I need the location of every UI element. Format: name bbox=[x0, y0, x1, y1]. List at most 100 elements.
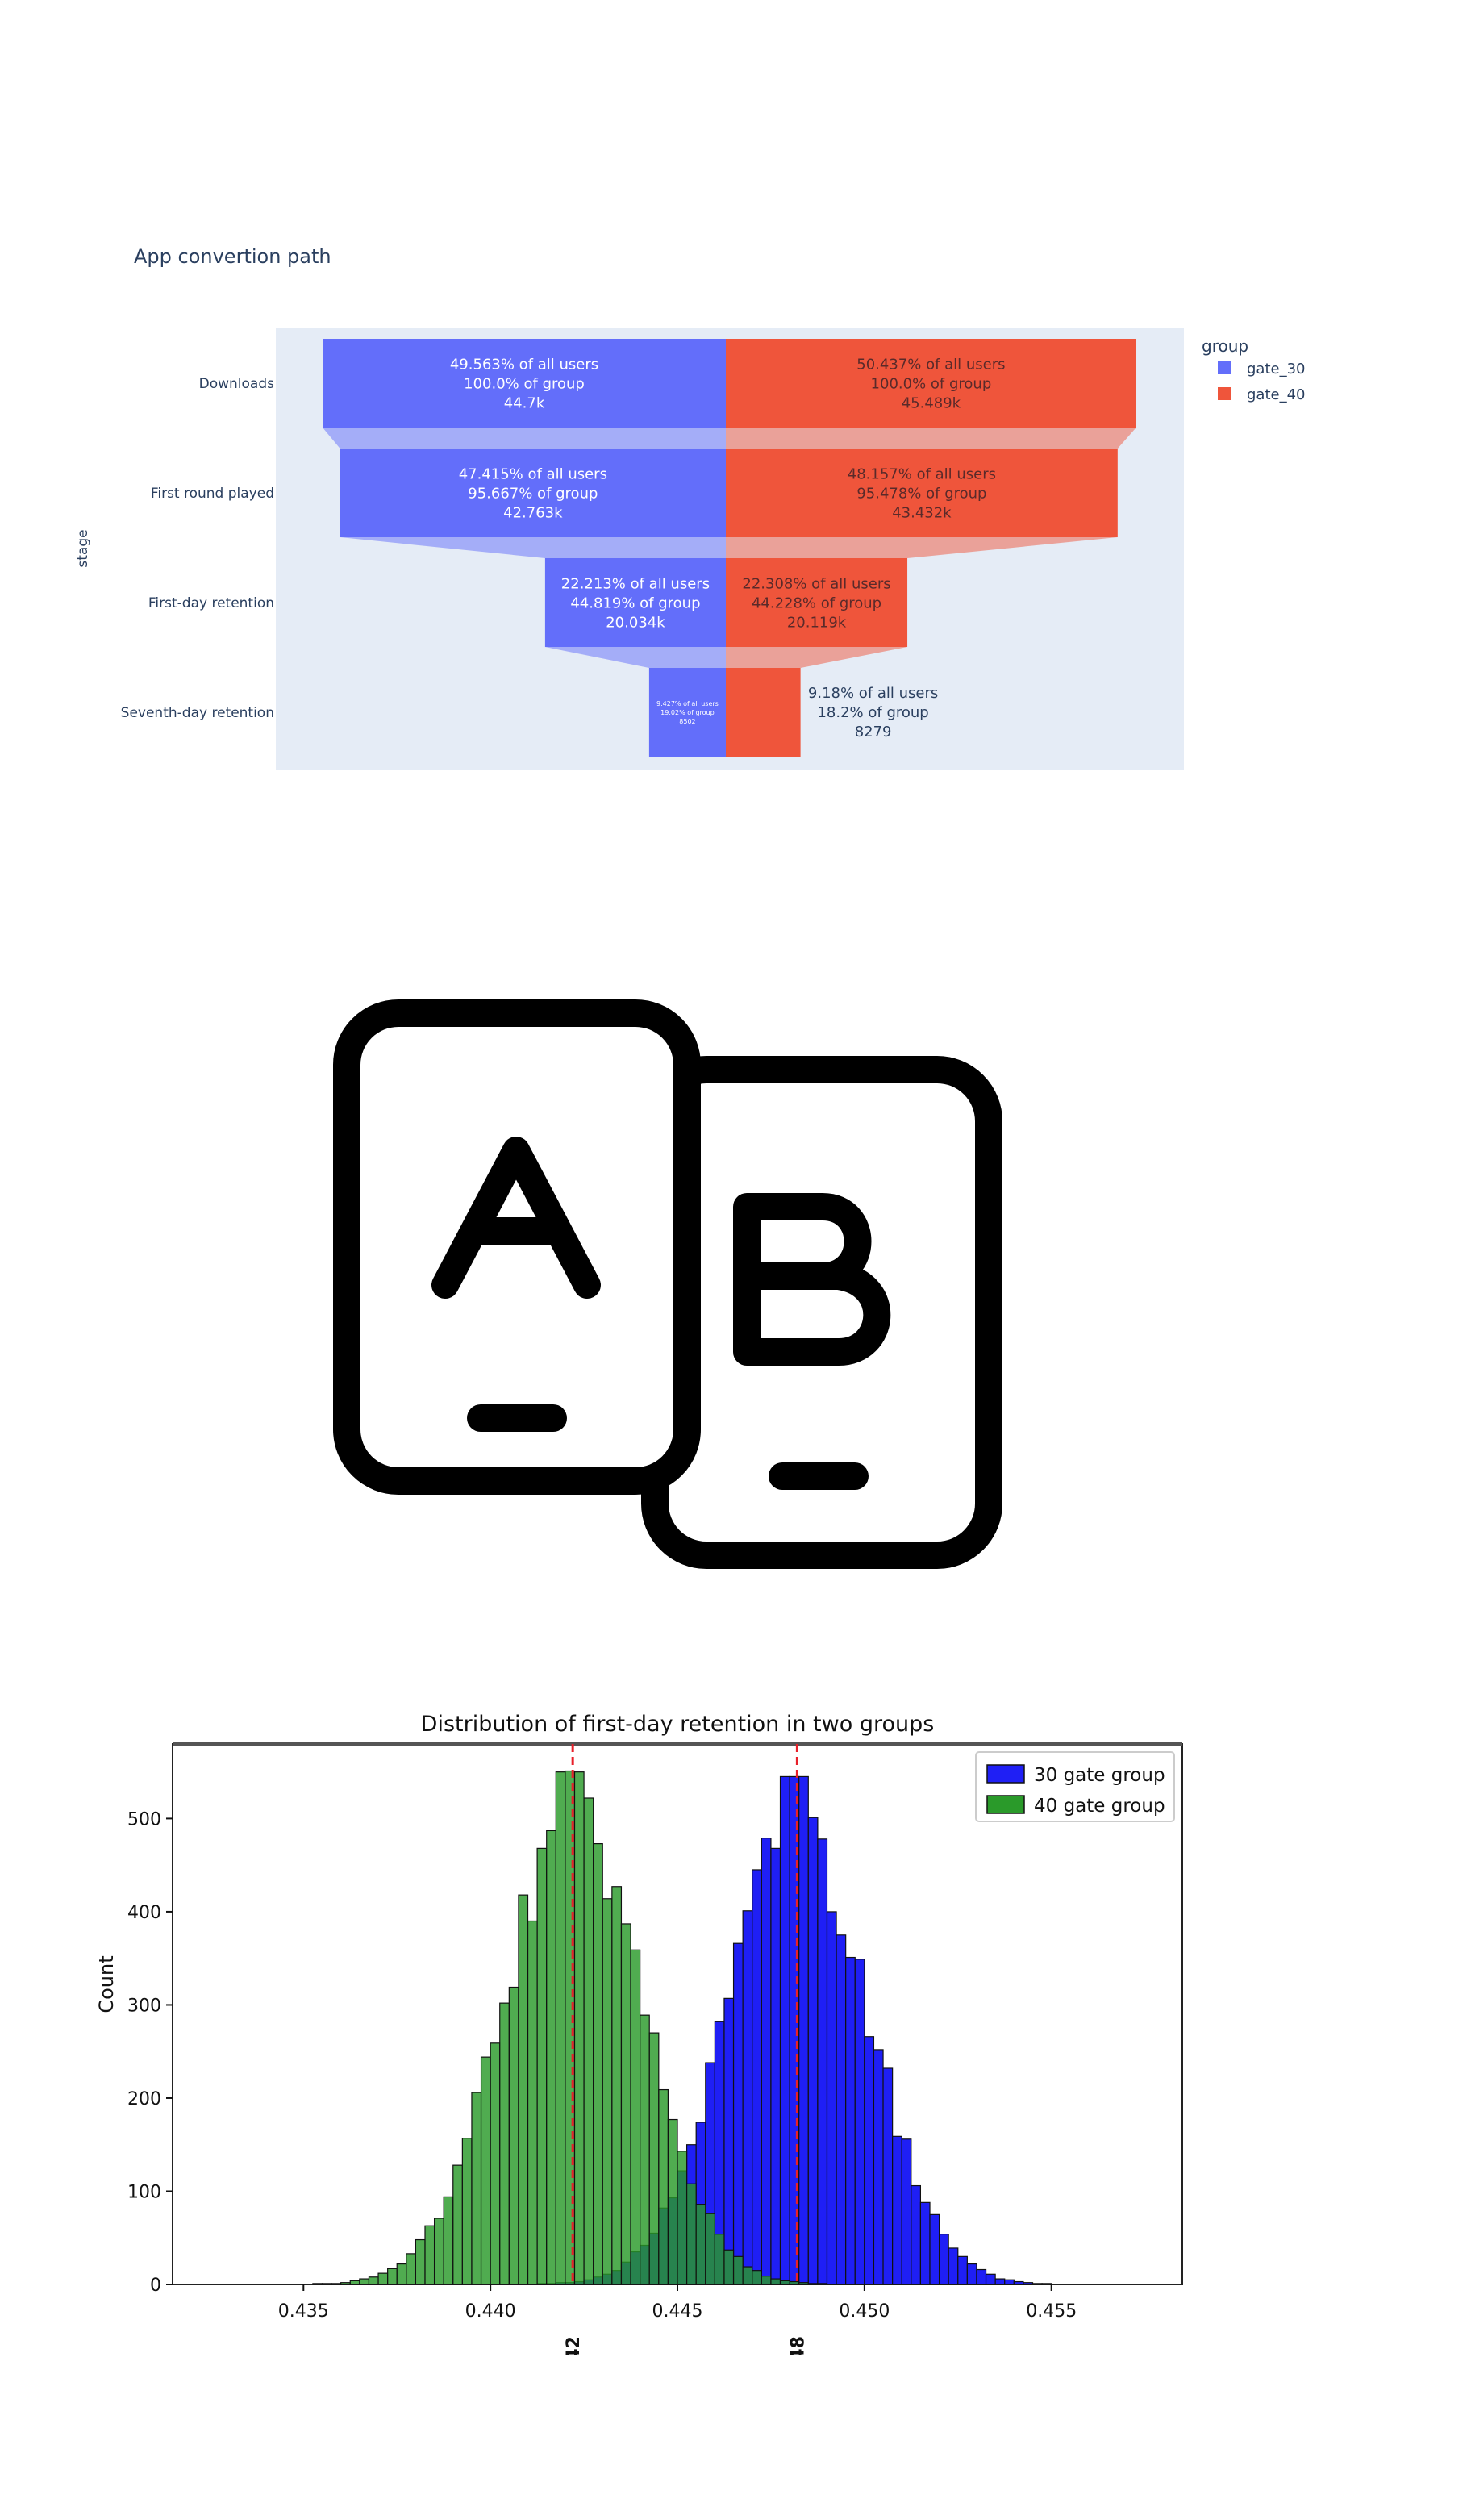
histogram-bar-40-gate bbox=[602, 1898, 613, 2285]
legend-box bbox=[975, 1751, 1175, 1822]
funnel-bar-label: 8279 bbox=[855, 724, 892, 741]
funnel-bar-label: 8502 bbox=[679, 718, 695, 725]
histogram-y-tick-label: 0 bbox=[150, 2276, 161, 2296]
funnel-chart: App convertion path 49.563% of all users… bbox=[75, 245, 1306, 770]
histogram-bar-40-gate bbox=[677, 2151, 688, 2285]
histogram-bar-40-gate bbox=[349, 2280, 360, 2285]
legend-title: group bbox=[1202, 336, 1248, 356]
funnel-stage-label: Downloads bbox=[199, 376, 275, 392]
histogram-bar-40-gate bbox=[573, 1771, 585, 2285]
funnel-stage-label: First-day retention bbox=[148, 595, 274, 611]
histogram-bar-40-gate bbox=[761, 2276, 772, 2285]
histogram-y-tick-label: 300 bbox=[127, 1996, 161, 2016]
histogram-bar-30-gate bbox=[929, 2213, 940, 2285]
histogram-mean-lines: 0.442 0.448 bbox=[564, 1744, 808, 2355]
histogram-bar-40-gate bbox=[536, 1847, 548, 2285]
histogram-bar-30-gate bbox=[836, 1934, 847, 2285]
histogram-bar-40-gate bbox=[415, 2238, 426, 2285]
ab-test-logo bbox=[0, 952, 1471, 1600]
histogram-bar-40-gate bbox=[377, 2272, 389, 2285]
histogram-bar-40-gate bbox=[490, 2042, 501, 2285]
histogram-bar-30-gate bbox=[798, 1775, 809, 2285]
histogram-y-tick-label: 500 bbox=[127, 1809, 161, 1830]
funnel-bar-label: 9.18% of all users bbox=[808, 685, 938, 702]
funnel-bar-label: 9.427% of all users bbox=[656, 700, 719, 707]
histogram-bar-40-gate bbox=[443, 2196, 454, 2285]
funnel-title: App convertion path bbox=[134, 245, 331, 268]
histogram-bar-40-gate bbox=[658, 2088, 669, 2285]
histogram-bar-40-gate bbox=[695, 2204, 706, 2285]
histogram-bar-30-gate bbox=[985, 2273, 996, 2285]
histogram-bar-30-gate bbox=[723, 1997, 735, 2285]
histogram-bar-40-gate bbox=[583, 1797, 594, 2285]
histogram-bar-40-gate bbox=[789, 2280, 800, 2285]
histogram-bar-40-gate bbox=[406, 2253, 417, 2285]
histogram-bar-40-gate bbox=[593, 1843, 603, 2285]
histogram-bar-40-gate bbox=[742, 2266, 753, 2285]
legend-label-30-gate: 30 gate group bbox=[1034, 1765, 1165, 1786]
funnel-bar-gate-40 bbox=[726, 558, 908, 647]
histogram-bar-30-gate bbox=[966, 2263, 977, 2285]
histogram-title: Distribution of first-day retention in t… bbox=[421, 1712, 935, 1737]
funnel-bars: 49.563% of all users 100.0% of group 44.7k… bbox=[323, 339, 1136, 757]
histogram-bar-30-gate bbox=[938, 2234, 949, 2285]
histogram-x-tick-label: 0.455 bbox=[1026, 2301, 1077, 2322]
funnel-bar-gate-40 bbox=[726, 668, 801, 757]
ab-test-icon bbox=[333, 999, 1002, 1569]
funnel-bar-label: 100.0% of group bbox=[871, 375, 992, 392]
funnel-bar-label: 47.415% of all users bbox=[459, 465, 607, 482]
histogram-bar-40-gate bbox=[368, 2276, 379, 2285]
funnel-connector-gate-30 bbox=[340, 537, 726, 558]
funnel-bar-label: 49.563% of all users bbox=[450, 356, 598, 373]
funnel-y-axis-title: stage bbox=[75, 529, 91, 567]
histogram-bar-40-gate bbox=[499, 2002, 510, 2285]
histogram-bar-40-gate bbox=[508, 1986, 519, 2285]
funnel-bar-label: 20.034k bbox=[606, 614, 665, 631]
histogram-bar-30-gate bbox=[892, 2135, 902, 2285]
histogram-bar-40-gate bbox=[480, 2056, 491, 2285]
funnel-bar-label: 44.819% of group bbox=[570, 595, 700, 611]
histogram-bar-30-gate bbox=[854, 1959, 865, 2285]
funnel-bar-label: 18.2% of group bbox=[817, 704, 928, 721]
histogram-x-tick-label: 0.435 bbox=[278, 2301, 329, 2322]
funnel-bar-label: 20.119k bbox=[787, 614, 847, 631]
histogram-x-ticks: 0.435 0.440 0.445 0.450 0.455 bbox=[278, 2284, 1077, 2322]
histogram-bar-40-gate bbox=[648, 2032, 660, 2285]
histogram-legend: 30 gate group 40 gate group bbox=[975, 1751, 1175, 1822]
histogram-bar-40-gate bbox=[424, 2225, 435, 2285]
funnel-bar-label: 48.157% of all users bbox=[848, 465, 996, 482]
funnel-bar-label: 19.02% of group bbox=[660, 709, 715, 716]
legend-label-gate-40: gate_40 bbox=[1247, 386, 1306, 403]
histogram-bar-30-gate bbox=[948, 2247, 959, 2285]
funnel-bar-label: 45.489k bbox=[902, 394, 961, 411]
funnel-bar-label: 44.7k bbox=[504, 394, 545, 411]
histogram-x-tick-label: 0.450 bbox=[839, 2301, 890, 2322]
histogram-bar-40-gate bbox=[518, 1894, 529, 2285]
histogram-bar-30-gate bbox=[1013, 2280, 1024, 2285]
histogram-bar-30-gate bbox=[779, 1775, 790, 2285]
funnel-bar-gate-30 bbox=[544, 558, 726, 647]
legend-swatch-gate-40 bbox=[1218, 387, 1231, 400]
histogram-bar-30-gate bbox=[742, 1910, 753, 2285]
histogram-bar-30-gate bbox=[1023, 2282, 1034, 2285]
histogram-bar-40-gate bbox=[705, 2213, 715, 2285]
funnel-connector-gate-40 bbox=[726, 647, 908, 668]
funnel-connector-gate-30 bbox=[544, 647, 726, 668]
funnel-bar-label: 44.228% of group bbox=[752, 595, 881, 611]
histogram-bar-40-gate bbox=[779, 2280, 790, 2285]
histogram-y-tick-label: 400 bbox=[127, 1903, 161, 1923]
histogram-bar-30-gate bbox=[732, 1942, 744, 2285]
histogram-bar-30-gate bbox=[957, 2255, 968, 2285]
histogram-bars bbox=[312, 1770, 1052, 2285]
histogram-bar-40-gate bbox=[770, 2278, 781, 2285]
histogram-bar-40-gate bbox=[732, 2255, 744, 2285]
funnel-bar-label: 95.667% of group bbox=[468, 485, 598, 502]
histogram-bar-40-gate bbox=[387, 2268, 398, 2285]
histogram-bar-40-gate bbox=[611, 1886, 623, 2285]
funnel-stage-label: First round played bbox=[151, 486, 274, 502]
funnel-bar-gate-30 bbox=[340, 449, 726, 537]
histogram-bar-40-gate bbox=[752, 2270, 762, 2285]
histogram-x-tick-label: 0.440 bbox=[465, 2301, 516, 2322]
histogram-y-tick-label: 200 bbox=[127, 2089, 161, 2109]
histogram-bar-30-gate bbox=[994, 2278, 1006, 2285]
